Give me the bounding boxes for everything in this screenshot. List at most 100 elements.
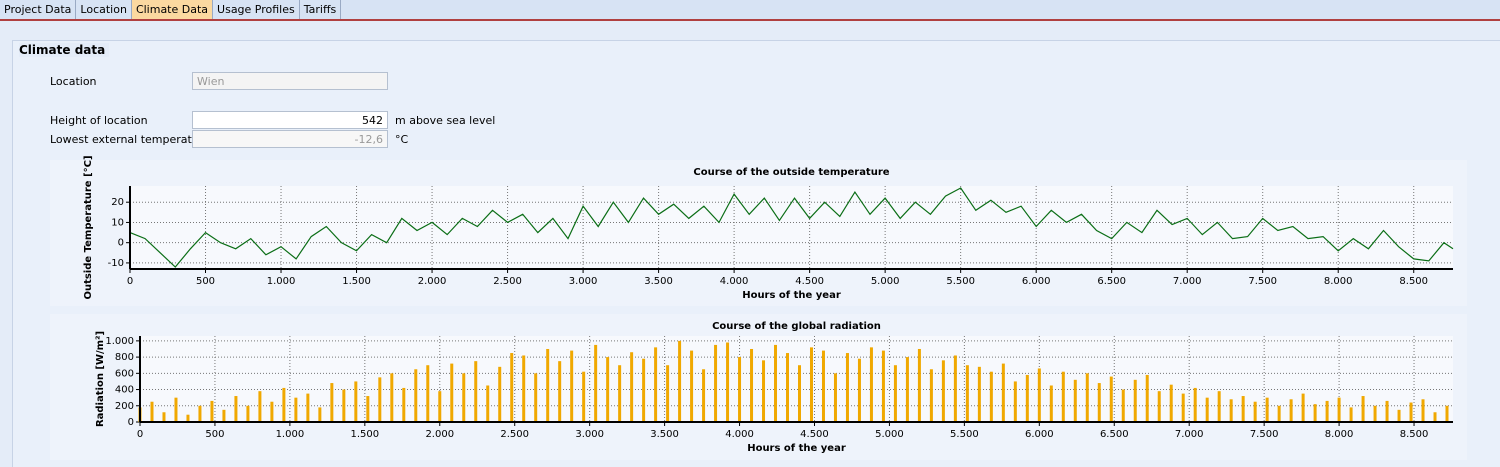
radiation-bar <box>1049 385 1053 422</box>
radiation-bar <box>390 373 394 422</box>
tab-bar: Project Data Location Climate Data Usage Pr… <box>0 0 1500 21</box>
radiation-bar <box>378 377 382 422</box>
radiation-bar <box>1001 363 1005 422</box>
radiation-bar <box>869 347 873 422</box>
tab[interactable]: Usage Profiles <box>213 0 300 19</box>
x-tick-label: 8.000 <box>1325 429 1354 440</box>
temperature-line <box>129 187 1454 268</box>
field-unit: m above sea level <box>395 114 496 127</box>
radiation-bar <box>1349 407 1353 422</box>
x-tick-label: 1.000 <box>276 429 305 440</box>
x-tick-label: 5.500 <box>950 429 979 440</box>
radiation-bar <box>690 350 694 422</box>
radiation-bar <box>1421 399 1425 422</box>
field-label: Height of location <box>50 114 148 127</box>
x-tick-label: 1.500 <box>351 429 380 440</box>
radiation-bar <box>1337 397 1341 422</box>
field-unit: °C <box>395 133 409 146</box>
y-axis-label: Radiation [W/m²] <box>95 331 106 427</box>
x-tick-label: 7.500 <box>1250 429 1279 440</box>
x-tick-label: 3.000 <box>575 429 604 440</box>
radiation-bar <box>1253 401 1257 422</box>
x-tick-label: 2.000 <box>418 276 447 287</box>
radiation-bar <box>414 369 418 422</box>
field-label: Location <box>50 75 97 88</box>
x-tick-label: 8.000 <box>1324 276 1353 287</box>
radiation-bar <box>809 347 813 422</box>
x-tick-label: 3.500 <box>644 276 673 287</box>
x-tick-label: 8.500 <box>1399 276 1428 287</box>
x-tick-label: 1.000 <box>267 276 296 287</box>
x-tick-label: 7.000 <box>1175 429 1204 440</box>
radiation-bar <box>534 373 538 422</box>
radiation-bar <box>270 401 274 422</box>
x-tick-label: 6.000 <box>1022 276 1051 287</box>
tab[interactable]: Tariffs <box>300 0 342 19</box>
x-tick-label: 5.000 <box>875 429 904 440</box>
radiation-bar <box>678 340 682 422</box>
radiation-bar <box>821 350 825 422</box>
radiation-bar <box>618 365 622 422</box>
y-tick-label: -10 <box>108 258 124 269</box>
x-tick-label: 0 <box>137 429 143 440</box>
radiation-bar <box>450 363 454 422</box>
radiation-bar <box>797 365 801 422</box>
x-tick-label: 7.000 <box>1173 276 1202 287</box>
radiation-bar <box>917 348 921 422</box>
text-field[interactable]: Wien <box>192 72 388 90</box>
x-tick-label: 7.500 <box>1248 276 1277 287</box>
radiation-bar <box>426 365 430 422</box>
radiation-bar <box>198 405 202 422</box>
radiation-bar <box>234 396 238 422</box>
radiation-bar <box>1217 391 1221 422</box>
text-field[interactable]: 542 <box>192 111 388 129</box>
radiation-bar <box>1073 379 1077 422</box>
tab[interactable]: Project Data <box>0 0 77 19</box>
radiation-bar <box>162 412 166 422</box>
radiation-bar <box>582 371 586 422</box>
y-tick-label: 10 <box>111 217 124 228</box>
radiation-bar <box>1229 399 1233 422</box>
radiation-bar <box>642 358 646 422</box>
radiation-bar <box>558 361 562 422</box>
radiation-bar <box>330 383 334 422</box>
x-tick-label: 4.500 <box>795 276 824 287</box>
radiation-bar <box>174 397 178 422</box>
radiation-bar <box>1037 368 1041 422</box>
radiation-bar <box>1373 405 1377 422</box>
radiation-bar <box>438 391 442 422</box>
radiation-bar <box>714 344 718 422</box>
radiation-bar <box>1205 397 1209 422</box>
tab[interactable]: Location <box>76 0 132 19</box>
chart-title: Course of the global radiation <box>712 321 881 332</box>
radiation-bar <box>522 355 526 422</box>
tab[interactable]: Climate Data <box>131 0 214 19</box>
x-tick-label: 2.000 <box>425 429 454 440</box>
radiation-bar <box>462 373 466 422</box>
radiation-bar <box>738 357 742 422</box>
radiation-bar <box>989 371 993 422</box>
radiation-bar <box>1445 405 1449 422</box>
radiation-bar <box>941 360 945 422</box>
radiation-bar <box>1433 412 1437 422</box>
radiation-bar <box>498 366 502 422</box>
radiation-bar <box>594 344 598 422</box>
radiation-bar <box>402 387 406 422</box>
y-tick-label: 600 <box>115 368 134 379</box>
radiation-bar <box>486 385 490 422</box>
radiation-bar <box>1193 387 1197 422</box>
radiation-bar <box>1361 396 1365 422</box>
radiation-bar <box>905 357 909 422</box>
radiation-bar <box>366 396 370 422</box>
plot-area <box>140 336 1453 422</box>
radiation-bar <box>1085 373 1089 422</box>
radiation-bar <box>342 389 346 422</box>
x-tick-label: 4.000 <box>720 276 749 287</box>
radiation-bar <box>750 348 754 422</box>
radiation-bar <box>1133 379 1137 422</box>
chart-title: Course of the outside temperature <box>693 167 889 178</box>
text-field[interactable]: -12,6 <box>192 130 388 148</box>
radiation-bar <box>1169 384 1173 422</box>
radiation-bar <box>726 342 730 422</box>
